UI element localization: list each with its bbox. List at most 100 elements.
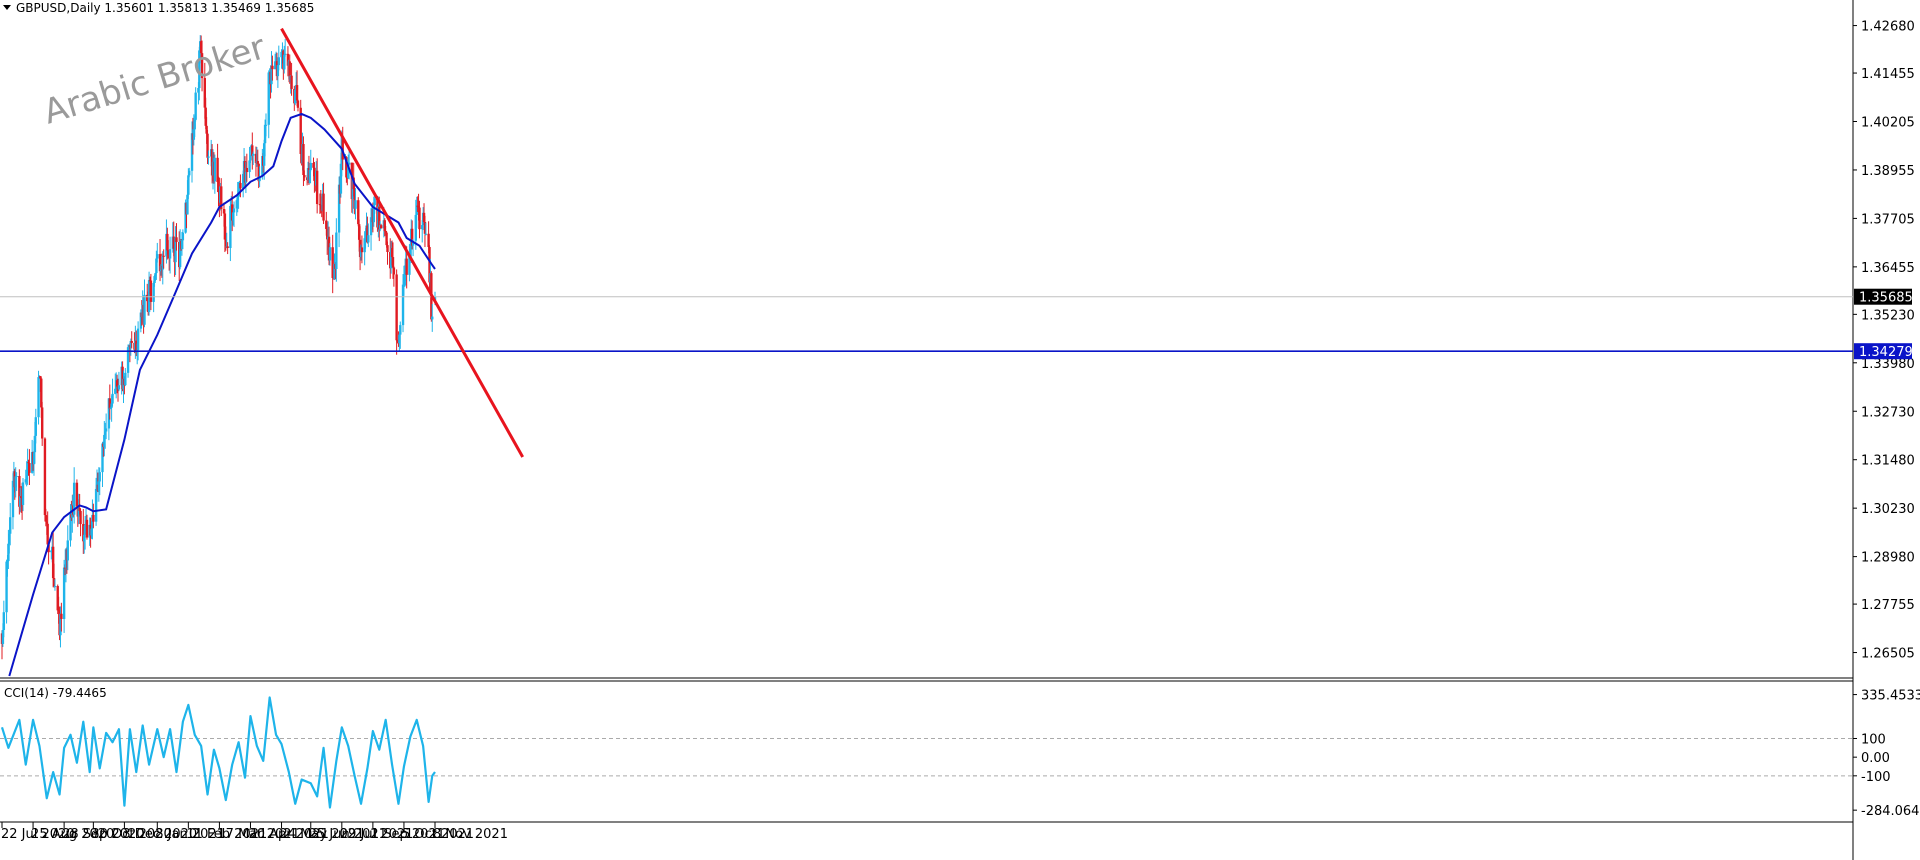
candle-body xyxy=(364,231,367,239)
candle-body xyxy=(267,72,270,125)
candle-body xyxy=(262,143,266,166)
candle xyxy=(111,378,114,407)
candle-body xyxy=(27,462,30,464)
candle-body xyxy=(296,100,300,108)
candle-body xyxy=(389,248,393,269)
resistance-trendline xyxy=(280,27,525,458)
candle xyxy=(104,413,108,440)
symbol-menu-triangle-icon[interactable] xyxy=(3,5,11,10)
candle-body xyxy=(78,507,81,511)
candle xyxy=(194,87,197,122)
candle-body xyxy=(254,153,258,164)
candle xyxy=(154,272,157,281)
candle xyxy=(392,266,396,287)
candle-body xyxy=(161,255,164,270)
candle xyxy=(2,600,6,638)
candle xyxy=(9,502,12,546)
cci-axis: 335.4533 100 0.00 -100 -284.0641 xyxy=(1853,689,1920,819)
candle xyxy=(309,149,312,172)
candle-body xyxy=(34,417,37,436)
candle xyxy=(318,193,322,214)
candle xyxy=(313,161,316,193)
candle xyxy=(188,167,191,178)
candle-body xyxy=(147,280,151,313)
candle-body xyxy=(386,245,389,253)
candle xyxy=(249,154,252,164)
candle xyxy=(239,174,242,198)
time-tick-label: 25 Jun 2021 xyxy=(309,827,387,842)
watermark-logo: Arabic Broker xyxy=(39,27,270,132)
candle-body xyxy=(26,462,29,476)
candle-body xyxy=(9,517,12,534)
candle xyxy=(315,158,319,214)
candle-body xyxy=(276,65,280,77)
time-tick-label: 11 Feb 2021 xyxy=(186,827,267,842)
candle-body xyxy=(401,284,405,326)
candle-body xyxy=(15,475,18,477)
candle xyxy=(245,153,249,182)
chart-frame xyxy=(0,0,1854,860)
candle-body xyxy=(184,202,187,233)
candle-body xyxy=(121,366,124,390)
candle-body xyxy=(223,213,227,240)
candle-body xyxy=(409,249,412,257)
cci-tick-label: -100 xyxy=(1861,770,1891,785)
candle-body xyxy=(135,340,138,353)
candle-body xyxy=(345,157,348,178)
candle-body xyxy=(385,232,388,246)
candle-body xyxy=(398,334,401,344)
candle-body xyxy=(175,237,178,242)
time-tick-label: 17 Mar 2021 xyxy=(217,827,299,842)
candle-body xyxy=(331,247,334,279)
candle-body xyxy=(366,225,369,243)
candle-body xyxy=(360,247,364,253)
candle-body xyxy=(154,273,157,277)
candle-body xyxy=(59,613,62,636)
candle-body xyxy=(347,164,350,178)
candle-body xyxy=(109,407,112,409)
candle xyxy=(104,422,107,449)
cci-tick-label: -284.0641 xyxy=(1861,804,1920,819)
price-tick-label: 1.37705 xyxy=(1861,212,1915,227)
candle-body xyxy=(328,247,332,261)
candle-body xyxy=(347,162,351,165)
candle-body xyxy=(97,481,101,491)
candle xyxy=(190,121,194,183)
support-price-tag: 1.34279 xyxy=(1854,343,1913,360)
candle-body xyxy=(193,119,196,130)
candle-body xyxy=(391,257,395,268)
candle-body xyxy=(104,431,107,435)
candle-body xyxy=(28,463,31,473)
candle-body xyxy=(143,294,146,325)
candle-body xyxy=(313,167,316,181)
candle-body xyxy=(294,89,297,104)
candle xyxy=(34,408,37,444)
candle xyxy=(379,223,383,229)
candle-body xyxy=(399,325,402,335)
candle-body xyxy=(303,175,306,178)
candle-body xyxy=(231,212,235,221)
candle-body xyxy=(85,519,89,538)
candle-body xyxy=(363,238,366,253)
candle-body xyxy=(312,162,315,168)
candle-body xyxy=(235,200,238,209)
candle-body xyxy=(37,377,40,418)
candle-body xyxy=(56,586,59,611)
candle xyxy=(21,478,25,512)
candle-body xyxy=(258,176,261,182)
candle-body xyxy=(414,214,418,241)
candle xyxy=(26,448,29,485)
candle xyxy=(51,531,55,588)
candle-body xyxy=(46,523,49,545)
candle-body xyxy=(286,53,290,66)
candle-body xyxy=(62,567,66,619)
candle xyxy=(331,234,334,294)
candle-body xyxy=(103,434,106,447)
candle-body xyxy=(92,514,95,522)
candle-body xyxy=(198,50,201,89)
candle-body xyxy=(411,240,415,246)
candle xyxy=(15,472,18,492)
candle xyxy=(264,113,268,137)
candle-body xyxy=(82,524,85,542)
